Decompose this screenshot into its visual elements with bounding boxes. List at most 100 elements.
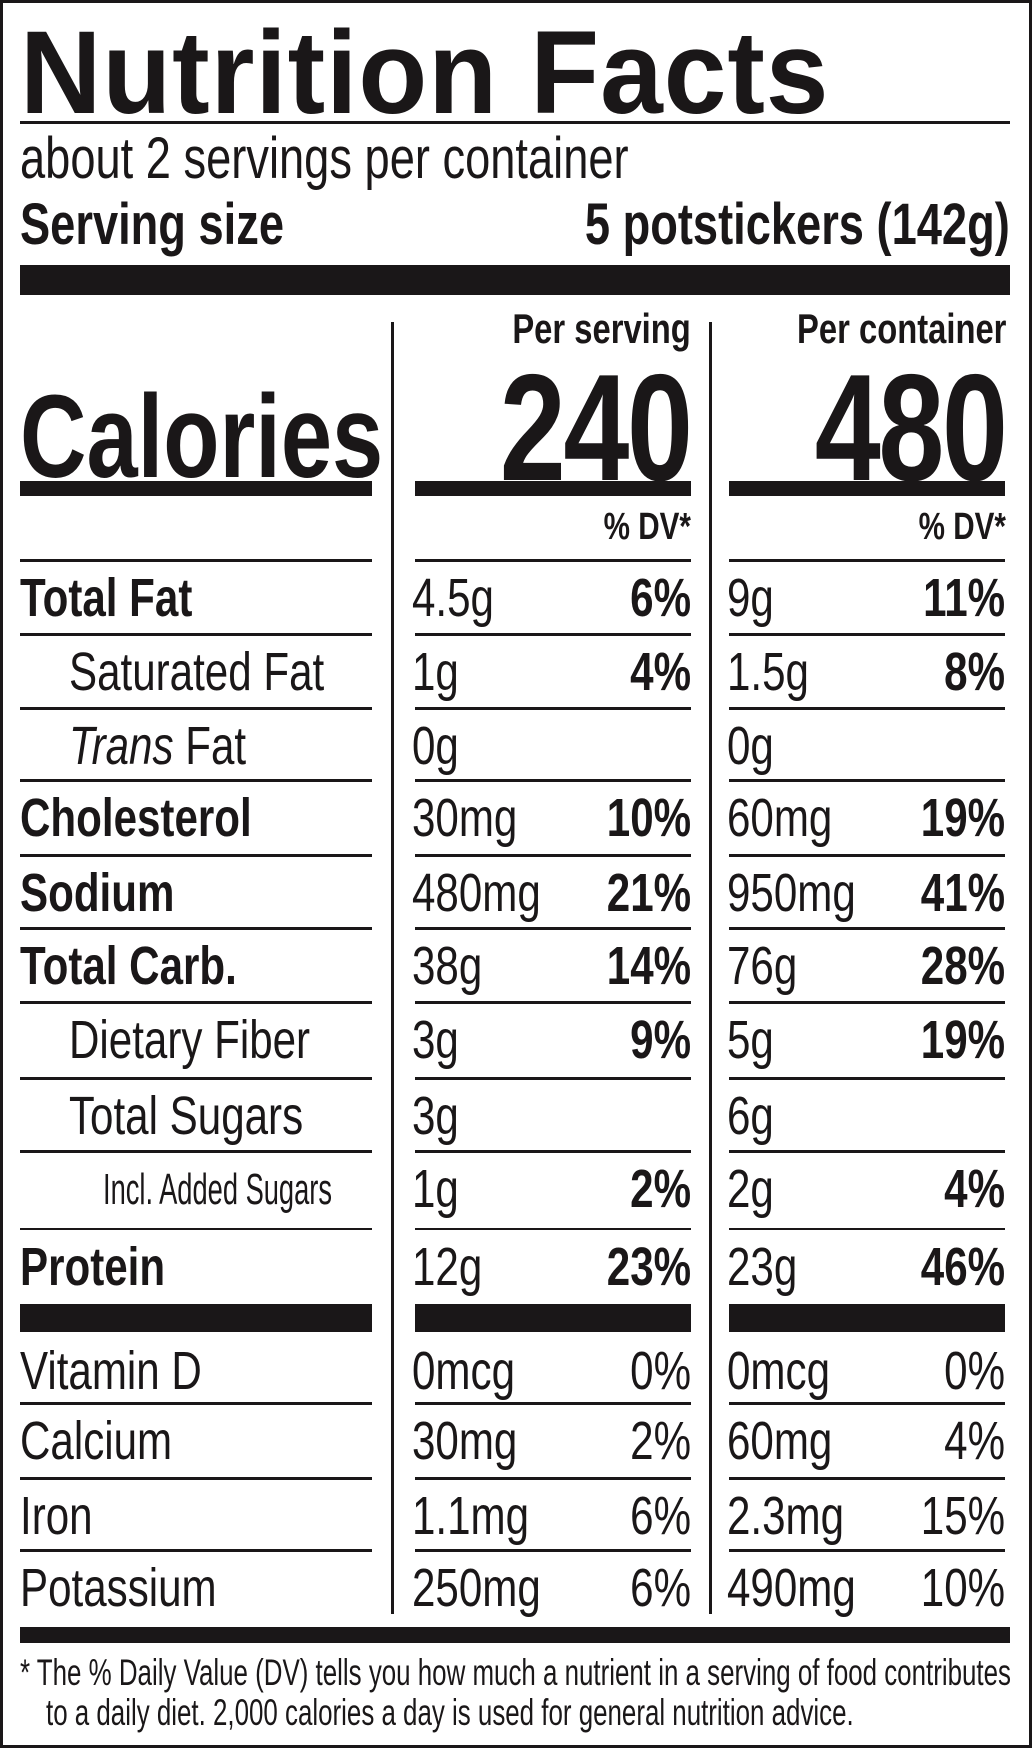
serving-amount: 1g	[412, 1159, 459, 1219]
container-dv: 28%	[920, 936, 1005, 996]
divider	[729, 779, 1005, 782]
container-amount: 950mg	[727, 863, 856, 923]
serving-dv: 9%	[630, 1010, 691, 1070]
serving-dv: 4%	[630, 642, 691, 702]
container-dv: 4%	[944, 1159, 1005, 1219]
serving-dv: 6%	[630, 1558, 691, 1618]
container-amount: 0mcg	[727, 1341, 830, 1401]
container-amount: 490mg	[727, 1558, 856, 1618]
footnote-line-1: * The % Daily Value (DV) tells you how m…	[20, 1652, 1011, 1693]
thick-divider	[20, 265, 1010, 295]
serving-amount: 3g	[412, 1086, 459, 1146]
divider	[415, 1150, 691, 1153]
divider	[415, 1549, 691, 1552]
serving-dv: 21%	[606, 863, 691, 923]
container-amount: 2g	[727, 1159, 774, 1219]
nutrient-label: Dietary Fiber	[69, 1010, 311, 1070]
vitamin-label: Vitamin D	[20, 1341, 202, 1401]
nutrient-label: Trans Fat	[69, 719, 246, 773]
divider	[415, 779, 691, 782]
serving-dv: 14%	[606, 936, 691, 996]
vitamin-label: Potassium	[20, 1558, 217, 1618]
serving-amount: 12g	[412, 1237, 483, 1297]
container-amount: 2.3mg	[727, 1486, 845, 1546]
serving-dv: 23%	[606, 1237, 691, 1297]
column-divider	[709, 322, 712, 1614]
serving-amount: 0mcg	[412, 1341, 515, 1401]
thick-divider	[415, 481, 691, 496]
vitamin-label: Calcium	[20, 1411, 173, 1471]
divider	[20, 1304, 372, 1332]
divider	[20, 707, 372, 710]
container-dv: 0%	[944, 1341, 1005, 1401]
serving-dv: 2%	[630, 1411, 691, 1471]
serving-amount: 3g	[412, 1010, 459, 1070]
serving-dv: 2%	[630, 1159, 691, 1219]
divider	[729, 707, 1005, 710]
nutrient-label-italic: Trans	[69, 716, 174, 776]
thick-divider	[729, 481, 1005, 496]
divider	[729, 1228, 1005, 1230]
divider	[20, 927, 372, 930]
container-amount: 1.5g	[727, 642, 809, 702]
serving-amount: 38g	[412, 936, 483, 996]
calories-label: Calories	[20, 371, 384, 503]
nutrient-label: Total Carb.	[20, 936, 237, 996]
nutrient-label: Incl. Added Sugars	[103, 1165, 333, 1214]
divider	[20, 854, 372, 857]
divider	[729, 633, 1005, 636]
nutrient-label: Cholesterol	[20, 788, 252, 848]
divider	[20, 1077, 372, 1080]
nutrient-label: Total Fat	[20, 568, 193, 628]
container-dv: 41%	[920, 863, 1005, 923]
container-dv: 19%	[920, 788, 1005, 848]
container-amount: 76g	[727, 936, 798, 996]
divider	[415, 927, 691, 930]
serving-amount: 480mg	[412, 863, 541, 923]
divider	[729, 559, 1005, 562]
divider	[415, 633, 691, 636]
serving-amount: 30mg	[412, 1411, 518, 1471]
nutrient-label: Sodium	[20, 863, 175, 923]
divider	[729, 927, 1005, 930]
divider	[729, 1077, 1005, 1080]
divider	[729, 1304, 1005, 1332]
divider	[20, 559, 372, 562]
divider	[415, 1077, 691, 1080]
divider	[20, 633, 372, 636]
divider	[729, 1402, 1005, 1405]
container-dv: 19%	[920, 1010, 1005, 1070]
title: Nutrition Facts	[20, 7, 830, 139]
vitamin-label: Iron	[20, 1486, 93, 1546]
calories-per-serving: 240	[500, 343, 693, 513]
serving-size-label: Serving size	[20, 192, 285, 257]
divider	[729, 1150, 1005, 1153]
thick-divider	[20, 481, 372, 496]
serving-amount: 1.1mg	[412, 1486, 530, 1546]
serving-size-value: 5 potstickers (142g)	[585, 192, 1010, 257]
container-dv: 10%	[920, 1558, 1005, 1618]
footnote-line-2: to a daily diet. 2,000 calories a day is…	[46, 1692, 854, 1733]
dv-header-container: % DV*	[918, 506, 1006, 548]
serving-amount: 4.5g	[412, 568, 494, 628]
serving-dv: 10%	[606, 788, 691, 848]
divider	[20, 1228, 372, 1230]
divider	[729, 1477, 1005, 1480]
divider	[415, 1402, 691, 1405]
divider	[20, 1001, 372, 1004]
container-amount: 5g	[727, 1010, 774, 1070]
divider	[415, 1477, 691, 1480]
serving-amount: 250mg	[412, 1558, 541, 1618]
container-amount: 23g	[727, 1237, 798, 1297]
divider	[20, 779, 372, 782]
container-dv: 4%	[944, 1411, 1005, 1471]
container-dv: 46%	[920, 1237, 1005, 1297]
container-amount: 60mg	[727, 788, 833, 848]
serving-dv: 6%	[630, 1486, 691, 1546]
divider	[729, 1549, 1005, 1552]
container-amount: 9g	[727, 568, 774, 628]
divider	[20, 1477, 372, 1480]
divider	[20, 1150, 372, 1153]
